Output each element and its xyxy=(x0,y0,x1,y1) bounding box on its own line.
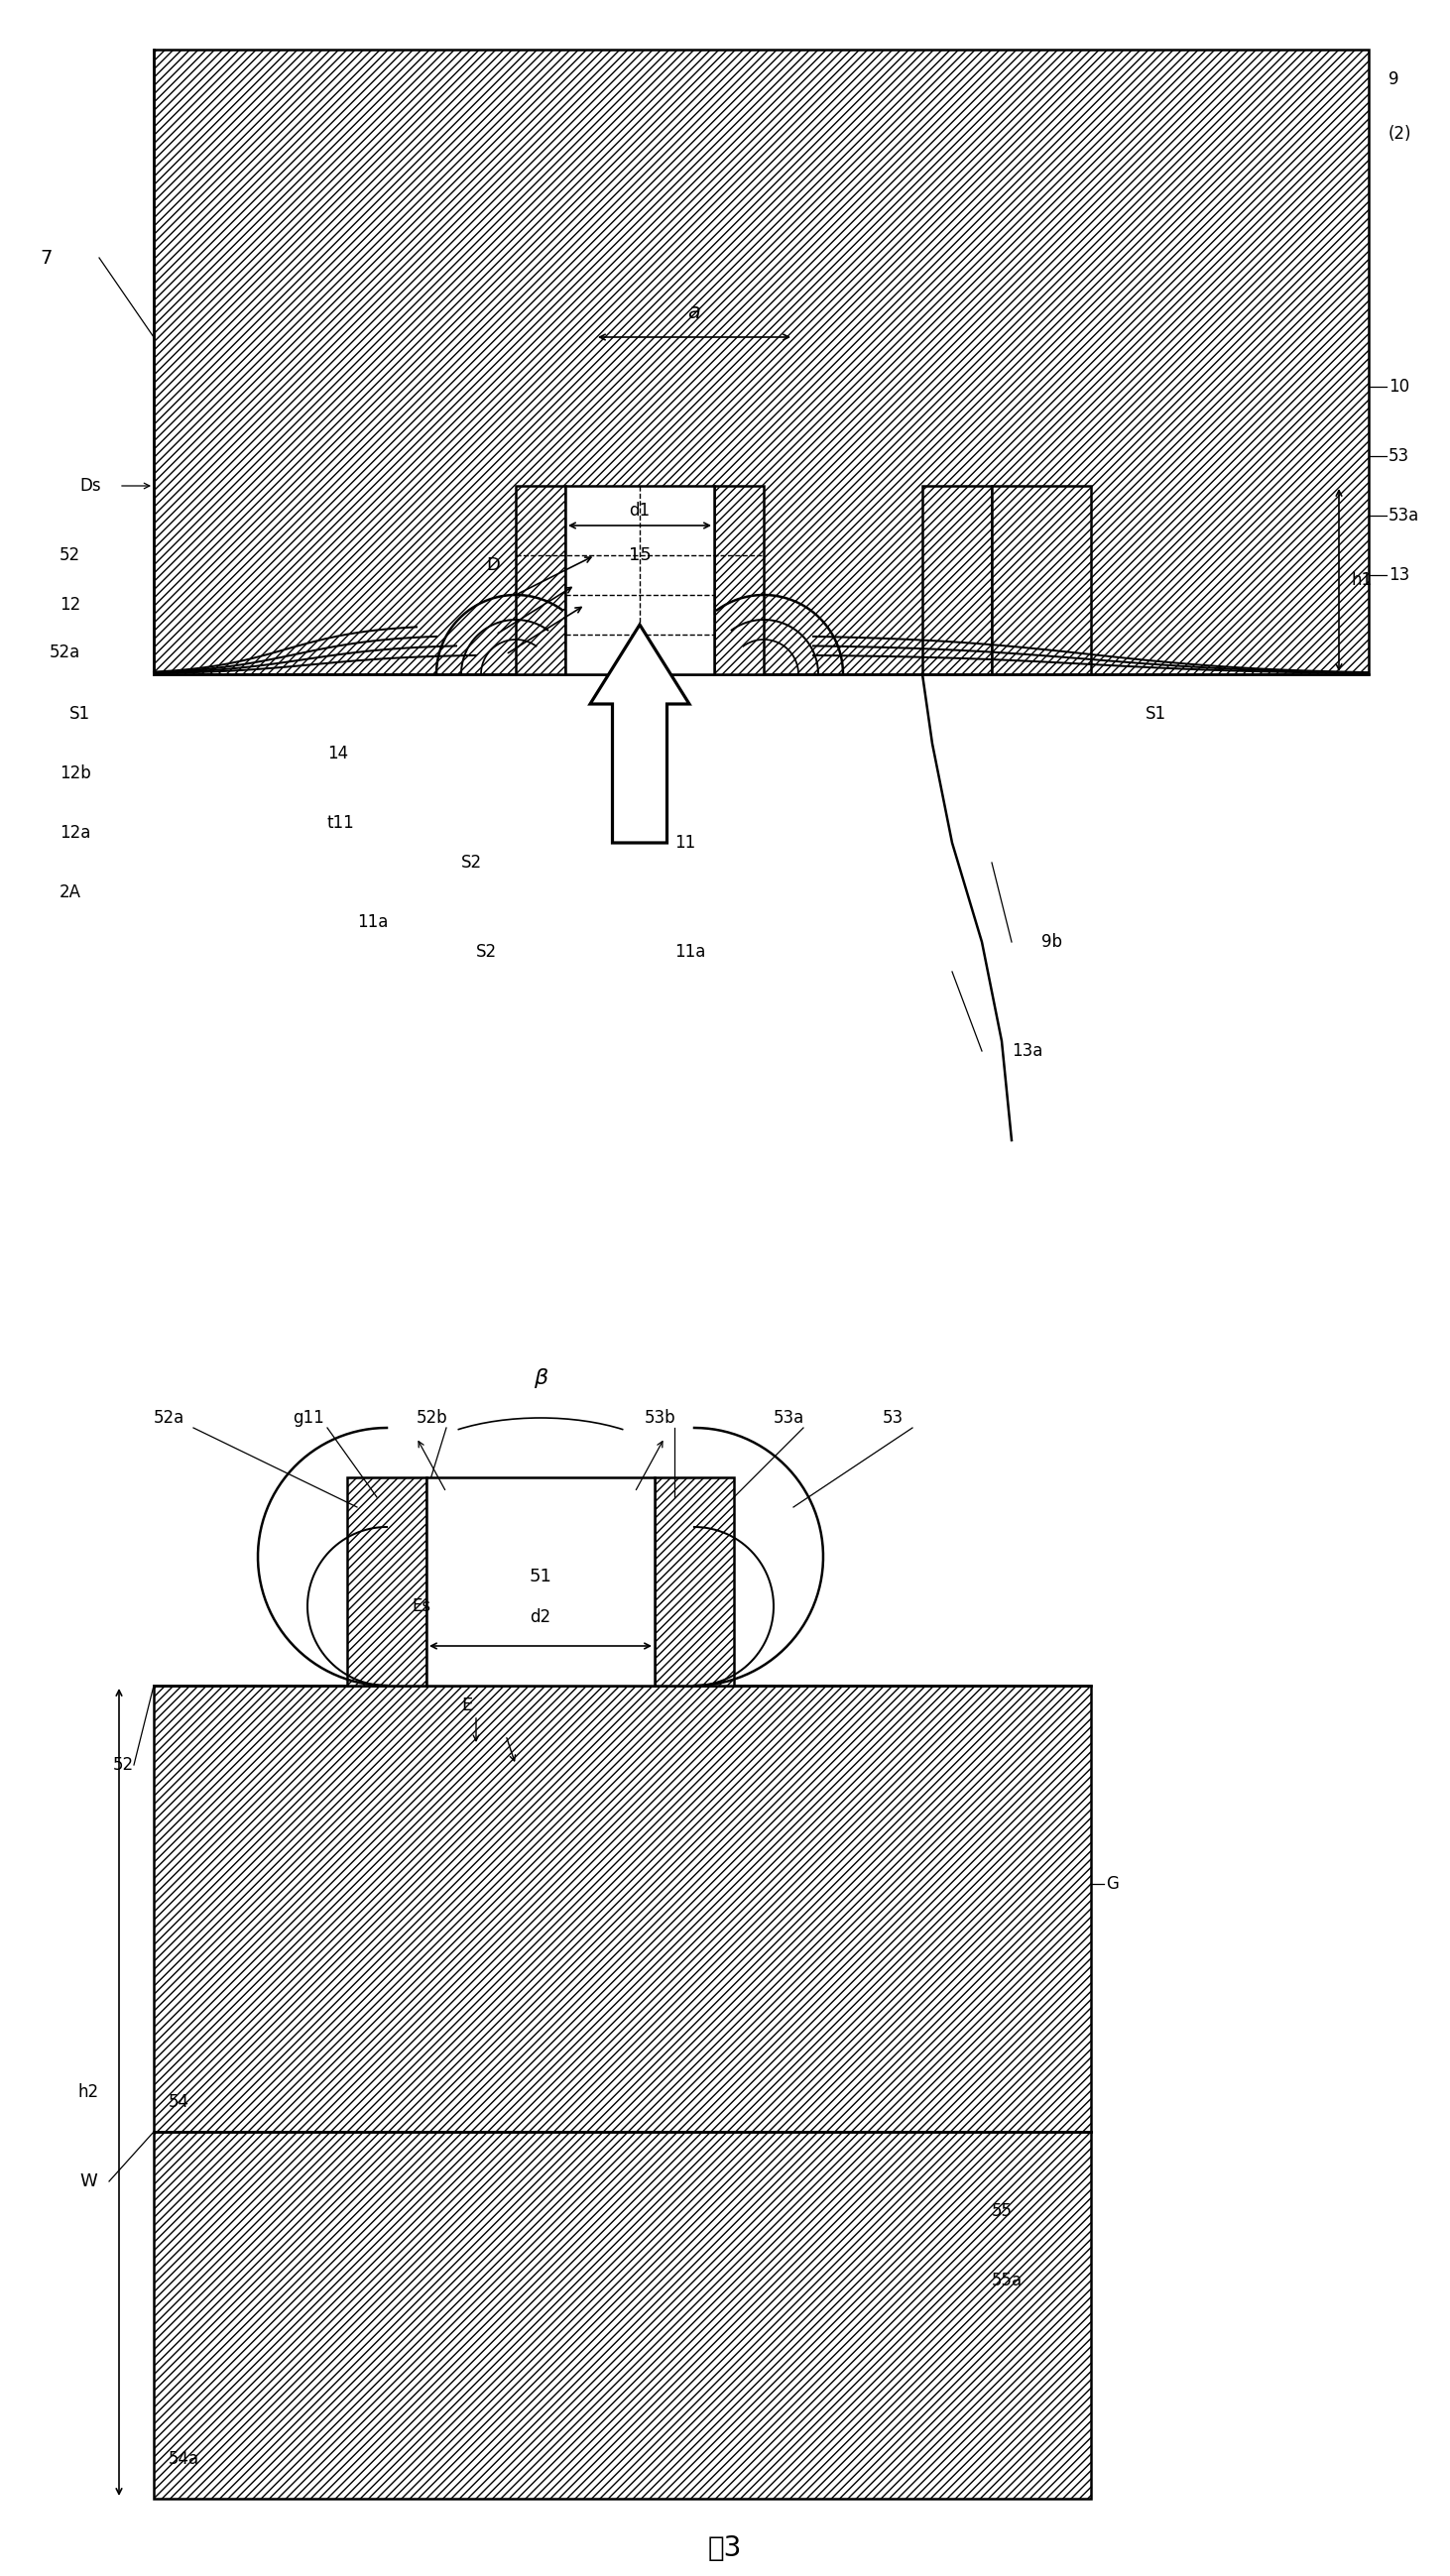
Text: 52b: 52b xyxy=(416,1409,448,1427)
Text: S1: S1 xyxy=(1146,706,1166,724)
Polygon shape xyxy=(922,487,992,675)
Text: 52: 52 xyxy=(113,1757,133,1775)
Text: d1: d1 xyxy=(629,502,650,520)
Text: 54a: 54a xyxy=(168,2450,200,2468)
Text: 53: 53 xyxy=(1389,448,1409,466)
Text: 55a: 55a xyxy=(992,2272,1022,2290)
Polygon shape xyxy=(516,487,566,675)
Text: g11: g11 xyxy=(293,1409,323,1427)
Text: 11: 11 xyxy=(674,835,696,853)
Text: 13: 13 xyxy=(1389,567,1409,585)
Bar xyxy=(566,487,713,675)
Polygon shape xyxy=(992,487,1090,675)
Text: 9: 9 xyxy=(1389,70,1399,88)
Text: S1: S1 xyxy=(70,706,90,724)
Polygon shape xyxy=(713,487,764,675)
Text: (2): (2) xyxy=(1389,124,1412,142)
Text: G: G xyxy=(1106,1875,1118,1893)
Text: 14: 14 xyxy=(328,744,348,762)
Text: 12b: 12b xyxy=(59,765,91,783)
Text: 11a: 11a xyxy=(674,943,706,961)
Text: Ds: Ds xyxy=(80,477,102,495)
Text: 15: 15 xyxy=(628,546,651,564)
Text: 10: 10 xyxy=(1389,379,1409,397)
Text: 55: 55 xyxy=(992,2202,1012,2221)
Text: 9b: 9b xyxy=(1041,933,1063,951)
Text: 53b: 53b xyxy=(645,1409,676,1427)
Text: Es: Es xyxy=(412,1597,431,1615)
Text: 13a: 13a xyxy=(1012,1043,1043,1059)
Text: 11a: 11a xyxy=(357,914,389,930)
Text: h1: h1 xyxy=(1351,572,1372,590)
Text: 53a: 53a xyxy=(774,1409,805,1427)
Text: E: E xyxy=(461,1698,473,1716)
Polygon shape xyxy=(654,1479,734,1685)
Text: a: a xyxy=(687,301,700,322)
FancyArrow shape xyxy=(590,623,689,842)
Polygon shape xyxy=(347,1479,426,1685)
Polygon shape xyxy=(154,49,1369,675)
Text: 53a: 53a xyxy=(1389,507,1420,526)
Text: W: W xyxy=(80,2172,97,2190)
Text: 图3: 图3 xyxy=(708,2535,742,2563)
Text: 2A: 2A xyxy=(59,884,81,902)
Text: t11: t11 xyxy=(328,814,355,832)
Polygon shape xyxy=(154,1685,1090,2133)
Text: S2: S2 xyxy=(461,853,481,871)
Text: 52a: 52a xyxy=(154,1409,184,1427)
Text: 51: 51 xyxy=(529,1569,552,1584)
Text: D: D xyxy=(486,556,500,574)
Text: 12a: 12a xyxy=(59,824,90,842)
Text: h2: h2 xyxy=(78,2084,99,2102)
Text: 54: 54 xyxy=(168,2094,190,2110)
Text: 53: 53 xyxy=(883,1409,903,1427)
Polygon shape xyxy=(154,2133,1090,2499)
Text: 52: 52 xyxy=(59,546,80,564)
Text: β: β xyxy=(534,1368,548,1388)
Text: 7: 7 xyxy=(39,247,52,268)
Text: 52a: 52a xyxy=(49,644,81,662)
Text: 12: 12 xyxy=(59,595,81,613)
Text: S2: S2 xyxy=(476,943,497,961)
Text: d2: d2 xyxy=(531,1607,551,1625)
Bar xyxy=(426,1479,654,1685)
